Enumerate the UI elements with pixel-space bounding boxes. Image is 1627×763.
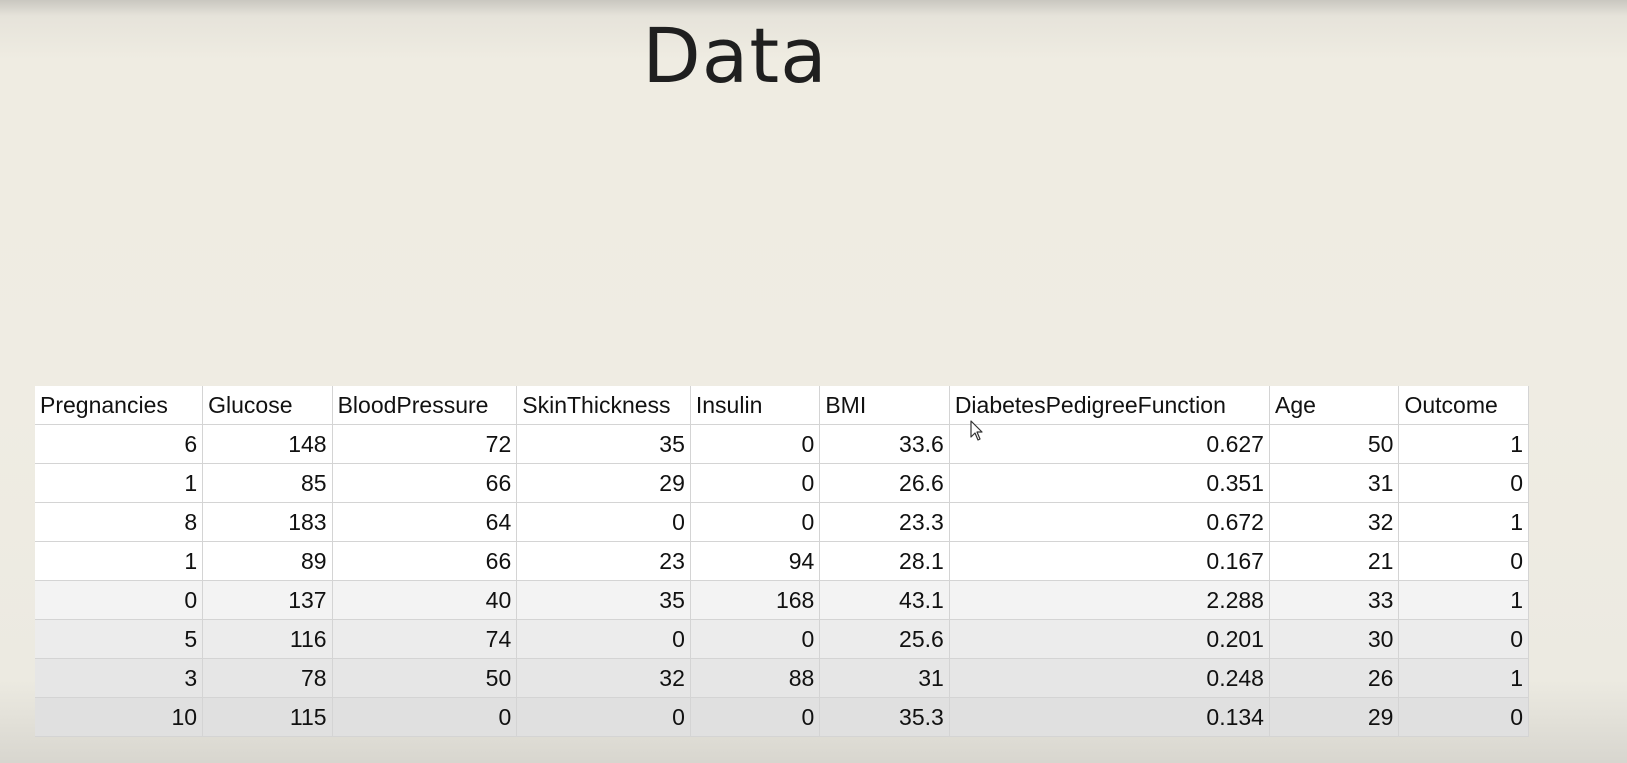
table-cell[interactable]: 1 — [35, 463, 204, 503]
column-header-outcome[interactable]: Outcome — [1398, 386, 1529, 425]
table-cell[interactable]: 35 — [516, 424, 691, 464]
table-cell[interactable]: 33.6 — [819, 424, 950, 464]
table-cell[interactable]: 26 — [1269, 658, 1400, 698]
table-row: 1 89 66 23 94 28.1 0.167 21 0 — [35, 541, 1529, 581]
table-cell[interactable]: 0.627 — [949, 424, 1270, 464]
table-cell[interactable]: 66 — [332, 463, 518, 503]
table-cell[interactable]: 33 — [1269, 580, 1400, 620]
table-cell[interactable]: 0 — [1398, 619, 1529, 659]
table-cell[interactable]: 50 — [1269, 424, 1400, 464]
slide-title: Data — [642, 11, 828, 100]
table-cell[interactable]: 3 — [35, 658, 204, 698]
table-cell[interactable]: 5 — [35, 619, 204, 659]
table-cell[interactable]: 32 — [516, 658, 691, 698]
table-cell[interactable]: 0.248 — [949, 658, 1270, 698]
column-header-age[interactable]: Age — [1269, 386, 1400, 425]
table-cell[interactable]: 25.6 — [819, 619, 950, 659]
table-cell[interactable]: 0 — [516, 697, 691, 737]
table-cell[interactable]: 116 — [202, 619, 333, 659]
table-cell[interactable]: 43.1 — [819, 580, 950, 620]
table-cell[interactable]: 183 — [202, 502, 333, 542]
mouse-pointer-icon — [970, 420, 983, 441]
table-cell[interactable]: 0 — [516, 502, 691, 542]
table-cell[interactable]: 64 — [332, 502, 518, 542]
table-row: 3 78 50 32 88 31 0.248 26 1 — [35, 658, 1529, 698]
table-cell[interactable]: 10 — [35, 697, 204, 737]
table-cell[interactable]: 31 — [819, 658, 950, 698]
table-cell[interactable]: 168 — [690, 580, 821, 620]
table-cell[interactable]: 0.351 — [949, 463, 1270, 503]
table-cell[interactable]: 23 — [516, 541, 691, 581]
table-cell[interactable]: 0.134 — [949, 697, 1270, 737]
table-cell[interactable]: 1 — [1398, 424, 1529, 464]
table-cell[interactable]: 94 — [690, 541, 821, 581]
table-cell[interactable]: 26.6 — [819, 463, 950, 503]
table-cell[interactable]: 0 — [690, 697, 821, 737]
table-row: 1 85 66 29 0 26.6 0.351 31 0 — [35, 463, 1529, 503]
table-cell[interactable]: 88 — [690, 658, 821, 698]
table-cell[interactable]: 0 — [35, 580, 204, 620]
table-cell[interactable]: 29 — [1269, 697, 1400, 737]
column-header-blood-pressure[interactable]: BloodPressure — [332, 386, 518, 425]
table-cell[interactable]: 148 — [202, 424, 333, 464]
table-cell[interactable]: 0 — [332, 697, 518, 737]
table-cell[interactable]: 2.288 — [949, 580, 1270, 620]
table-cell[interactable]: 0.201 — [949, 619, 1270, 659]
table-cell[interactable]: 31 — [1269, 463, 1400, 503]
table-cell[interactable]: 30 — [1269, 619, 1400, 659]
table-cell[interactable]: 85 — [202, 463, 333, 503]
table-row: 5 116 74 0 0 25.6 0.201 30 0 — [35, 619, 1529, 659]
column-header-diabetes-pedigree-function[interactable]: DiabetesPedigreeFunction — [949, 386, 1270, 425]
table-cell[interactable]: 1 — [1398, 580, 1529, 620]
column-header-glucose[interactable]: Glucose — [202, 386, 333, 425]
table-cell[interactable]: 40 — [332, 580, 518, 620]
table-cell[interactable]: 1 — [1398, 658, 1529, 698]
table-cell[interactable]: 0 — [690, 619, 821, 659]
table-cell[interactable]: 35.3 — [819, 697, 950, 737]
table-cell[interactable]: 0 — [1398, 541, 1529, 581]
header-row: Pregnancies Glucose BloodPressure SkinTh… — [35, 386, 1529, 425]
table-row: 10 115 0 0 0 35.3 0.134 29 0 — [35, 697, 1529, 737]
table-cell[interactable]: 0 — [1398, 463, 1529, 503]
table-cell[interactable]: 78 — [202, 658, 333, 698]
table-cell[interactable]: 72 — [332, 424, 518, 464]
table-cell[interactable]: 0.167 — [949, 541, 1270, 581]
column-header-skin-thickness[interactable]: SkinThickness — [516, 386, 691, 425]
table-cell[interactable]: 74 — [332, 619, 518, 659]
table-cell[interactable]: 0 — [690, 424, 821, 464]
table-cell[interactable]: 137 — [202, 580, 333, 620]
column-header-bmi[interactable]: BMI — [819, 386, 950, 425]
table-cell[interactable]: 8 — [35, 502, 204, 542]
table-row: 0 137 40 35 168 43.1 2.288 33 1 — [35, 580, 1529, 620]
table-cell[interactable]: 35 — [516, 580, 691, 620]
table-cell[interactable]: 0 — [516, 619, 691, 659]
table-cell[interactable]: 6 — [35, 424, 204, 464]
table-cell[interactable]: 89 — [202, 541, 333, 581]
data-table: Pregnancies Glucose BloodPressure SkinTh… — [35, 386, 1529, 737]
table-row: 6 148 72 35 0 33.6 0.627 50 1 — [35, 424, 1529, 464]
table-cell[interactable]: 21 — [1269, 541, 1400, 581]
table-cell[interactable]: 0 — [690, 502, 821, 542]
table-cell[interactable]: 0 — [690, 463, 821, 503]
table-cell[interactable]: 0.672 — [949, 502, 1270, 542]
table-cell[interactable]: 50 — [332, 658, 518, 698]
table-cell[interactable]: 66 — [332, 541, 518, 581]
table-cell[interactable]: 29 — [516, 463, 691, 503]
table-cell[interactable]: 1 — [35, 541, 204, 581]
table-row: 8 183 64 0 0 23.3 0.672 32 1 — [35, 502, 1529, 542]
table-cell[interactable]: 23.3 — [819, 502, 950, 542]
table-cell[interactable]: 28.1 — [819, 541, 950, 581]
table-cell[interactable]: 0 — [1398, 697, 1529, 737]
column-header-insulin[interactable]: Insulin — [690, 386, 821, 425]
table-cell[interactable]: 1 — [1398, 502, 1529, 542]
column-header-pregnancies[interactable]: Pregnancies — [35, 386, 204, 425]
table-cell[interactable]: 32 — [1269, 502, 1400, 542]
table-cell[interactable]: 115 — [202, 697, 333, 737]
